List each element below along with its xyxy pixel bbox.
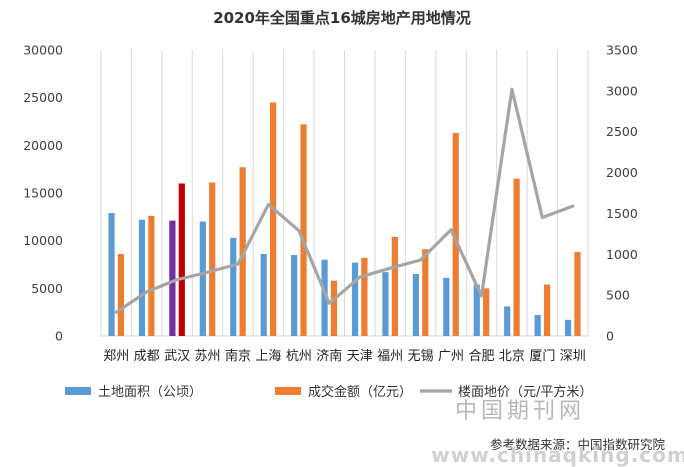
- bar-land-area-14: [534, 315, 541, 336]
- y-right-tick-label: 3500: [606, 43, 638, 58]
- y-axis-right: 0 500 1000 1500 2000 2500 3000 3500: [606, 43, 638, 344]
- bar-land-area-3: [199, 221, 206, 336]
- bar-land-area-2: [169, 220, 176, 336]
- y-right-tick-label: 500: [606, 288, 630, 303]
- category-label: 济南: [316, 348, 342, 364]
- category-label: 上海: [255, 349, 281, 364]
- watermark-url: www.chinaqking.com: [431, 443, 684, 467]
- bar-land-area-15: [564, 319, 572, 336]
- bar-transaction-14: [543, 284, 551, 336]
- bar-land-area-7: [321, 259, 328, 336]
- bar-transaction-8: [361, 257, 368, 336]
- bar-transaction-0: [117, 254, 125, 336]
- y-right-tick-label: 1500: [606, 206, 638, 221]
- bar-transaction-1: [148, 215, 155, 336]
- line-series: [114, 87, 575, 314]
- source-note: 参考数据来源：中国指数研究院: [490, 437, 666, 452]
- category-label: 深圳: [560, 349, 586, 364]
- bar-transaction-7: [330, 280, 338, 336]
- bar-transaction-12: [483, 288, 490, 336]
- y-left-tick-label: 30000: [23, 43, 63, 58]
- legend-swatch: [65, 387, 91, 395]
- category-label: 郑州: [103, 349, 129, 364]
- category-label: 合肥: [468, 349, 494, 364]
- y-left-tick-label: 10000: [23, 233, 63, 248]
- watermark-cn: 中国期刊网: [455, 399, 585, 424]
- y-right-tick-label: 0: [606, 329, 614, 344]
- bar-transaction-9: [391, 236, 398, 336]
- legend-label: 楼面地价（元/平方米）: [458, 384, 592, 400]
- category-label: 厦门: [529, 349, 555, 364]
- bar-land-area-12: [473, 284, 480, 336]
- bar-land-area-6: [291, 254, 298, 336]
- bar-land-area-8: [351, 262, 359, 336]
- y-right-tick-label: 2500: [606, 124, 638, 139]
- y-right-tick-label: 1000: [606, 247, 638, 262]
- bar-transaction-6: [300, 124, 307, 336]
- y-axis-left: 0 5000 10000 15000 20000 25000 30000: [23, 43, 63, 344]
- bar-land-area-13: [504, 306, 511, 336]
- category-label: 福州: [377, 349, 403, 364]
- bar-land-area-11: [443, 277, 450, 336]
- legend-label: 成交金额（亿元）: [308, 384, 412, 400]
- bar-land-area-4: [230, 237, 237, 336]
- category-label: 苏州: [195, 348, 221, 364]
- bar-land-area-5: [260, 254, 267, 336]
- bar-land-area-10: [412, 274, 419, 336]
- bar-transaction-15: [574, 252, 581, 336]
- category-label: 成都: [134, 349, 160, 364]
- category-label: 广州: [438, 349, 464, 364]
- y-left-tick-label: 0: [55, 329, 63, 344]
- y-left-tick-label: 5000: [31, 281, 63, 296]
- category-label: 杭州: [286, 349, 312, 364]
- category-label: 南京: [225, 348, 251, 364]
- chart-title: 2020年全国重点16城房地产用地情况: [213, 9, 471, 27]
- bar-land-area-9: [382, 272, 389, 336]
- bar-transaction-11: [452, 132, 459, 336]
- bar-land-area-1: [138, 219, 146, 336]
- bar-transaction-13: [513, 178, 520, 336]
- y-right-tick-label: 2000: [606, 165, 638, 180]
- legend-swatch: [275, 387, 301, 395]
- y-left-tick-label: 25000: [23, 90, 63, 105]
- category-label: 武汉: [164, 349, 190, 364]
- bar-transaction-10: [422, 249, 429, 336]
- legend-label: 土地面积（公顷）: [98, 385, 202, 400]
- legend: 土地面积（公顷） 成交金额（亿元） 楼面地价（元/平方米）: [65, 384, 592, 400]
- y-left-tick-label: 20000: [23, 138, 63, 153]
- category-label: 无锡: [408, 349, 434, 364]
- bar-transaction-2: [178, 183, 185, 336]
- bar-transaction-3: [209, 182, 216, 336]
- y-left-tick-label: 15000: [23, 186, 63, 201]
- y-right-tick-label: 3000: [606, 83, 638, 98]
- bar-land-area-0: [108, 213, 115, 336]
- category-labels: 郑州 成都 武汉 苏州 南京 上海 杭州 济南 天津 福州 无锡 广州 合肥 北京 厦门 深圳: [103, 348, 586, 364]
- line-floor-price: [114, 87, 575, 314]
- category-label: 北京: [499, 349, 525, 364]
- category-label: 天津: [347, 349, 373, 364]
- bar-transaction-5: [270, 102, 277, 336]
